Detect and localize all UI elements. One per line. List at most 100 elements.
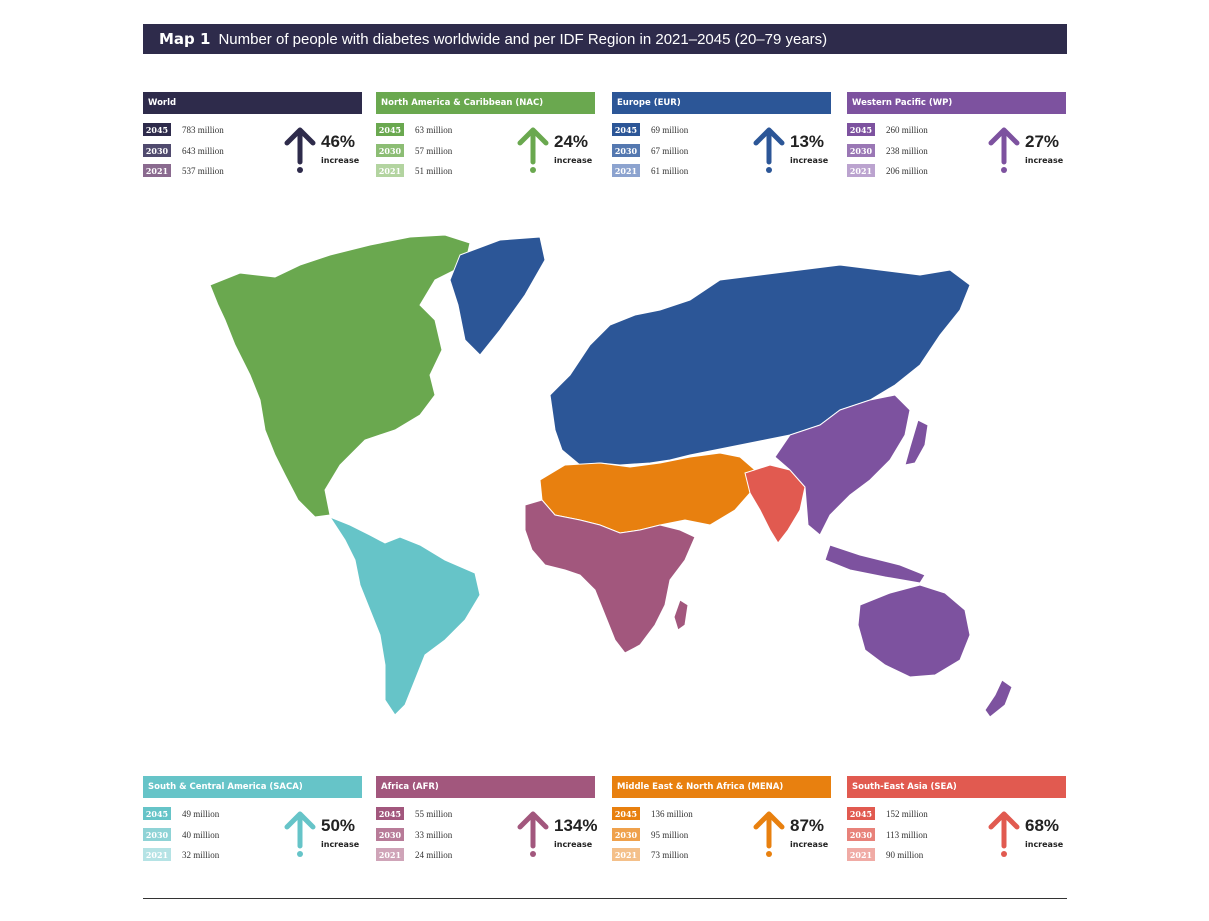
up-arrow-icon (284, 811, 316, 857)
year-row: 2021 90 million (847, 848, 923, 861)
increase-label: increase (1025, 156, 1064, 165)
year-value: 783 million (182, 124, 224, 135)
up-arrow-icon (517, 811, 549, 857)
year-row: 2045 260 million (847, 123, 928, 136)
year-badge: 2030 (376, 828, 404, 841)
year-badge: 2045 (143, 807, 171, 820)
increase-percent: 13% (790, 132, 825, 151)
year-value: 113 million (886, 829, 928, 840)
year-value: 69 million (651, 124, 689, 135)
map-region-nac (209, 234, 471, 518)
year-badge: 2030 (143, 828, 171, 841)
year-badge: 2021 (143, 164, 171, 177)
year-badge: 2021 (847, 164, 875, 177)
map-region-australia (857, 584, 971, 678)
region-panel-eur: Europe (EUR) 2045 69 million 2030 67 million… (612, 92, 831, 177)
world-map (180, 225, 1070, 725)
increase-percent: 134% (554, 816, 598, 835)
year-badge: 2045 (143, 123, 171, 136)
year-value: 40 million (182, 829, 220, 840)
increase-percent: 24% (554, 132, 589, 151)
map-region-afr (524, 499, 696, 654)
year-row: 2045 783 million (143, 123, 224, 136)
increase-percent: 46% (321, 132, 356, 151)
world-map-svg (209, 234, 1013, 718)
year-value: 136 million (651, 808, 693, 819)
increase-label: increase (790, 840, 829, 849)
year-value: 238 million (886, 145, 928, 156)
year-row: 2045 152 million (847, 807, 928, 820)
region-panel-header: Western Pacific (WP) (847, 92, 1066, 114)
year-row: 2021 206 million (847, 164, 928, 177)
year-badge: 2021 (612, 848, 640, 861)
region-panel-nac: North America & Caribbean (NAC) 2045 63 mi… (376, 92, 595, 177)
year-value: 643 million (182, 145, 224, 156)
year-badge: 2030 (376, 144, 404, 157)
year-badge: 2045 (847, 807, 875, 820)
year-row: 2021 24 million (376, 848, 452, 861)
map-title-lead: Map 1 (159, 30, 211, 48)
region-panel-wp: Western Pacific (WP) 2045 260 million 2030 2… (847, 92, 1066, 177)
year-badge: 2021 (612, 164, 640, 177)
region-panel-header: Africa (AFR) (376, 776, 595, 798)
year-badge: 2030 (847, 828, 875, 841)
up-arrow-icon (753, 127, 785, 173)
region-panel-world: World 2045 783 million 2030 643 million 2021 5… (143, 92, 362, 177)
year-row: 2021 32 million (143, 848, 219, 861)
map-title-text: Number of people with diabetes worldwide… (218, 30, 828, 48)
map-region-new-zealand (984, 679, 1013, 718)
year-badge: 2030 (612, 144, 640, 157)
year-value: 95 million (651, 829, 689, 840)
increase-label: increase (790, 156, 829, 165)
year-badge: 2045 (612, 123, 640, 136)
increase-label: increase (554, 156, 593, 165)
year-value: 537 million (182, 165, 224, 176)
increase-label: increase (321, 156, 360, 165)
year-badge: 2021 (376, 848, 404, 861)
increase-percent: 87% (790, 816, 825, 835)
year-badge: 2030 (612, 828, 640, 841)
region-panel-saca: South & Central America (SACA) 2045 49 mil… (143, 776, 362, 861)
year-row: 2021 51 million (376, 164, 452, 177)
year-row: 2045 49 million (143, 807, 219, 820)
year-badge: 2021 (376, 164, 404, 177)
increase-label: increase (1025, 840, 1064, 849)
year-value: 260 million (886, 124, 928, 135)
year-row: 2030 238 million (847, 144, 928, 157)
year-value: 51 million (415, 165, 453, 176)
year-value: 49 million (182, 808, 220, 819)
year-row: 2045 55 million (376, 807, 452, 820)
up-arrow-icon (988, 811, 1020, 857)
up-arrow-icon (517, 127, 549, 173)
up-arrow-icon (988, 127, 1020, 173)
year-row: 2030 67 million (612, 144, 688, 157)
year-badge: 2030 (143, 144, 171, 157)
region-panel-header: North America & Caribbean (NAC) (376, 92, 595, 114)
year-badge: 2045 (847, 123, 875, 136)
increase-percent: 68% (1025, 816, 1060, 835)
bottom-rule (143, 898, 1067, 899)
year-value: 63 million (415, 124, 453, 135)
region-panel-header: South-East Asia (SEA) (847, 776, 1066, 798)
year-row: 2030 57 million (376, 144, 452, 157)
region-panel-mena: Middle East & North Africa (MENA) 2045 136… (612, 776, 831, 861)
map-region-japan (904, 419, 929, 466)
year-row: 2045 69 million (612, 123, 688, 136)
map-region-sea-islands (824, 544, 926, 584)
increase-percent: 27% (1025, 132, 1060, 151)
year-row: 2021 61 million (612, 164, 688, 177)
year-row: 2030 113 million (847, 828, 927, 841)
increase-percent: 50% (321, 816, 356, 835)
region-panel-header: South & Central America (SACA) (143, 776, 362, 798)
year-row: 2045 63 million (376, 123, 452, 136)
year-badge: 2045 (612, 807, 640, 820)
region-panel-header: Middle East & North Africa (MENA) (612, 776, 831, 798)
year-value: 61 million (651, 165, 689, 176)
year-value: 67 million (651, 145, 689, 156)
map-region-saca (328, 515, 481, 716)
year-badge: 2021 (847, 848, 875, 861)
year-value: 24 million (415, 849, 453, 860)
increase-label: increase (321, 840, 360, 849)
year-value: 32 million (182, 849, 220, 860)
up-arrow-icon (284, 127, 316, 173)
